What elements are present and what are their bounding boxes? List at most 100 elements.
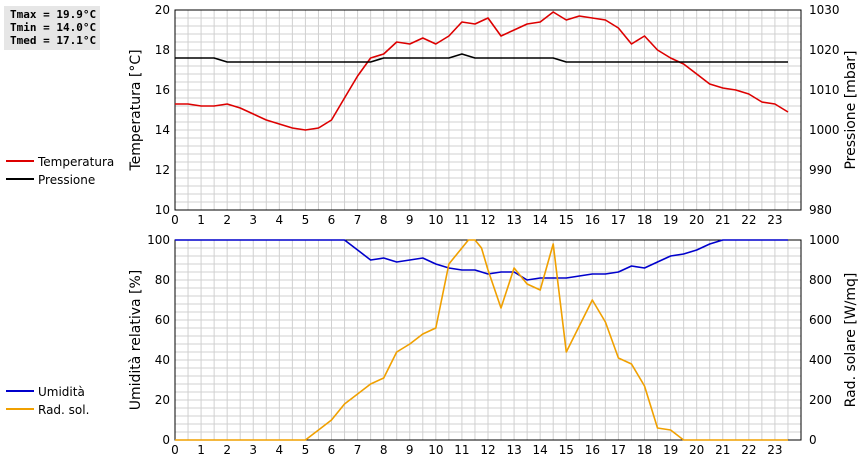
y-tick-label: 0 — [162, 433, 170, 447]
x-tick-label: 10 — [428, 443, 443, 457]
x-tick-label: 13 — [506, 213, 521, 227]
x-tick-label: 18 — [637, 443, 652, 457]
x-tick-label: 2 — [223, 213, 231, 227]
x-tick-label: 14 — [533, 213, 548, 227]
series-line-umidit — [175, 239, 788, 281]
x-tick-label: 7 — [354, 213, 362, 227]
x-tick-label: 20 — [689, 213, 704, 227]
x-tick-label: 14 — [533, 443, 548, 457]
y2-tick-label: 1020 — [809, 43, 840, 57]
legend-label-rad-sol: Rad. sol. — [38, 403, 89, 417]
y-tick-label: 14 — [155, 123, 170, 137]
y-tick-label: 80 — [155, 273, 170, 287]
y2-tick-label: 800 — [809, 273, 832, 287]
x-tick-label: 10 — [428, 213, 443, 227]
top-y2-axis-label: Pressione [mbar] — [843, 50, 859, 169]
y-tick-label: 20 — [155, 3, 170, 17]
stats-box: Tmax = 19.9°C Tmin = 14.0°C Tmed = 17.1°… — [4, 6, 101, 50]
x-tick-label: 9 — [406, 213, 414, 227]
legend-label-temperatura: Temperatura — [37, 155, 114, 169]
y2-tick-label: 980 — [809, 203, 832, 217]
top-series — [175, 11, 789, 131]
legend-label-umidita: Umidità — [38, 385, 85, 399]
y-tick-label: 40 — [155, 353, 170, 367]
x-tick-label: 19 — [663, 443, 678, 457]
x-tick-label: 2 — [223, 443, 231, 457]
x-tick-label: 3 — [249, 213, 257, 227]
y2-tick-label: 990 — [809, 163, 832, 177]
bottom-y2-ticks: 0 200 400 600 800 1000 — [809, 233, 840, 447]
x-tick-label: 8 — [380, 443, 388, 457]
y-tick-label: 10 — [155, 203, 170, 217]
x-tick-label: 8 — [380, 213, 388, 227]
top-y-ticks: 10 12 14 16 18 20 — [155, 3, 170, 217]
bottom-y2-axis-label: Rad. solare [W/mq] — [843, 273, 859, 408]
bottom-x-ticks: 0 1 2 3 4 5 6 7 8 9 10 11 12 13 14 15 16 17 18 19 20 21 22 23 — [171, 443, 782, 457]
y2-tick-label: 1000 — [809, 233, 840, 247]
top-y2-ticks: 980 990 1000 1010 1020 1030 — [809, 3, 840, 217]
x-tick-label: 11 — [454, 213, 469, 227]
y-tick-label: 60 — [155, 313, 170, 327]
x-tick-label: 15 — [559, 443, 574, 457]
x-tick-label: 13 — [506, 443, 521, 457]
top-x-ticks: 0 1 2 3 4 5 6 7 8 9 10 11 12 13 14 15 16 17 18 19 20 21 22 23 — [171, 213, 782, 227]
x-tick-label: 23 — [767, 443, 782, 457]
x-tick-label: 12 — [480, 443, 495, 457]
bottom-grid — [175, 240, 801, 440]
x-tick-label: 6 — [328, 213, 336, 227]
top-grid — [175, 10, 801, 210]
x-tick-label: 20 — [689, 443, 704, 457]
x-tick-label: 12 — [480, 213, 495, 227]
x-tick-label: 21 — [715, 443, 730, 457]
stat-tmax: Tmax = 19.9°C — [10, 8, 97, 21]
y-tick-label: 18 — [155, 43, 170, 57]
x-tick-label: 0 — [171, 213, 179, 227]
y2-tick-label: 0 — [809, 433, 817, 447]
stat-tmed: Tmed = 17.1°C — [10, 34, 97, 47]
x-tick-label: 23 — [767, 213, 782, 227]
x-tick-label: 11 — [454, 443, 469, 457]
stat-tmin: Tmin = 14.0°C — [10, 21, 97, 34]
x-tick-label: 9 — [406, 443, 414, 457]
y2-tick-label: 1010 — [809, 83, 840, 97]
x-tick-label: 5 — [302, 443, 310, 457]
humidity-radiation-chart: 0 1 2 3 4 5 6 7 8 9 10 11 12 13 14 15 16 17 18 19 20 21 22 23 0… — [6, 233, 859, 457]
bottom-legend: Umidità Rad. sol. — [6, 385, 89, 417]
y2-tick-label: 1000 — [809, 123, 840, 137]
series-line-rad-sol — [175, 239, 788, 441]
y2-tick-label: 600 — [809, 313, 832, 327]
x-tick-label: 1 — [197, 213, 205, 227]
x-tick-label: 22 — [741, 213, 756, 227]
x-tick-label: 19 — [663, 213, 678, 227]
y-tick-label: 20 — [155, 393, 170, 407]
x-tick-label: 4 — [276, 213, 284, 227]
x-tick-label: 7 — [354, 443, 362, 457]
top-plot-frame — [174, 9, 802, 211]
y-tick-label: 100 — [147, 233, 170, 247]
x-tick-label: 3 — [249, 443, 257, 457]
x-tick-label: 0 — [171, 443, 179, 457]
temperature-pressure-chart: 0 1 2 3 4 5 6 7 8 9 10 11 12 13 14 15 16 17 18 19 20 21 22 23 1… — [6, 3, 859, 227]
legend-label-pressione: Pressione — [38, 173, 95, 187]
y-tick-label: 16 — [155, 83, 170, 97]
x-tick-label: 15 — [559, 213, 574, 227]
x-tick-label: 17 — [611, 443, 626, 457]
bottom-series — [175, 239, 788, 441]
bottom-y-axis-label: Umidità relativa [%] — [128, 270, 144, 411]
x-tick-label: 6 — [328, 443, 336, 457]
bottom-y-ticks: 0 20 40 60 80 100 — [147, 233, 170, 447]
bottom-plot-frame — [174, 239, 802, 441]
x-tick-label: 17 — [611, 213, 626, 227]
x-tick-label: 22 — [741, 443, 756, 457]
x-tick-label: 16 — [585, 443, 600, 457]
y2-tick-label: 200 — [809, 393, 832, 407]
series-line-temperatura — [175, 11, 789, 131]
x-tick-label: 1 — [197, 443, 205, 457]
top-legend: Temperatura Pressione — [6, 155, 114, 187]
x-tick-label: 5 — [302, 213, 310, 227]
y2-tick-label: 1030 — [809, 3, 840, 17]
x-tick-label: 16 — [585, 213, 600, 227]
top-y-axis-label: Temperatura [°C] — [128, 49, 144, 171]
x-tick-label: 18 — [637, 213, 652, 227]
